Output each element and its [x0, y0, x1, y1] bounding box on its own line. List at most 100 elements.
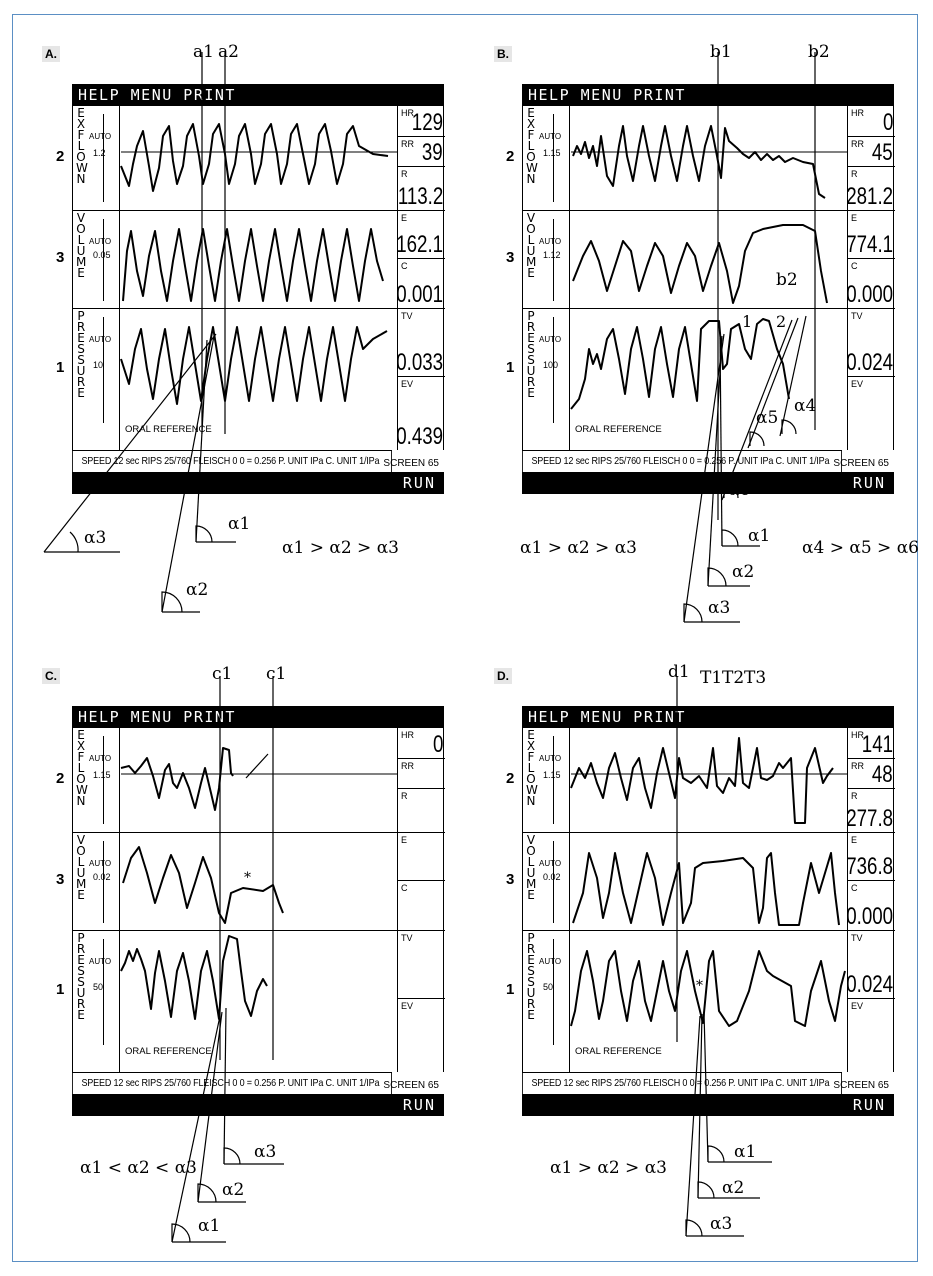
auto-label: AUTO [89, 237, 112, 246]
signal-trace [122, 846, 284, 924]
run-button[interactable]: RUN [852, 1096, 886, 1114]
readout-r: R [398, 788, 445, 832]
arc-c3 [223, 1147, 241, 1165]
angle-c2-slope [197, 1011, 223, 1203]
axis-letter: P [527, 931, 535, 945]
axis-letter: R [526, 375, 536, 389]
axis-letter: O [76, 150, 86, 164]
oral-reference-label: ORAL REFERENCE [575, 424, 662, 435]
readout-e: E 736.8 [846, 832, 895, 880]
signal-trace [120, 123, 397, 192]
readout-value: 162.1 [396, 231, 443, 258]
run-button[interactable]: RUN [402, 474, 436, 492]
scale-label: 1.15 [543, 148, 561, 158]
oral-reference-label: ORAL REFERENCE [575, 1046, 662, 1057]
arc-b3 [683, 603, 703, 623]
axis-letter: R [526, 942, 536, 956]
axis-letter: E [527, 386, 535, 400]
auto-label: AUTO [89, 335, 112, 344]
axis-letter: E [77, 386, 85, 400]
trace-area: E X F L O W N AUTO 1.2 V O L U M E AUTO 0.05 P R E S S U R E AUTO… [72, 106, 445, 469]
axis-letter: O [526, 222, 536, 236]
menu-text[interactable]: HELP MENU PRINT [78, 708, 236, 726]
readout-value: 281.2 [846, 183, 893, 210]
scale-label: 1.15 [543, 770, 561, 780]
scale-arrow [553, 219, 554, 301]
axis-letter: V [76, 211, 86, 225]
scale-arrow [103, 114, 104, 202]
arc-c1 [171, 1223, 191, 1243]
arc-b1 [721, 529, 739, 547]
scale-label: 50 [93, 982, 104, 992]
scale-label: 0.02 [93, 872, 111, 882]
scale-arrow [103, 939, 104, 1045]
axis-letter: U [76, 986, 86, 1000]
readout-c: C [398, 880, 445, 930]
axis-letter: R [76, 375, 86, 389]
trace-area: E X F L O W N AUTO 1.15 V O L U M E AUTO 0.02 P R E S S U R E AUT… [522, 728, 895, 1091]
cursor-label-b2: b2 [808, 42, 830, 62]
angle-label-d1: α1 [734, 1142, 757, 1162]
trace-band: E X F L O W N AUTO 1.15 [523, 106, 847, 210]
readout-c: C 0.000 [846, 880, 895, 930]
menu-text[interactable]: HELP MENU PRINT [528, 708, 686, 726]
trace-line [570, 950, 846, 1027]
menu-text[interactable]: HELP MENU PRINT [528, 86, 686, 104]
readout-label: TV [401, 933, 413, 943]
arc-a3 [69, 531, 79, 553]
angle-d1-slope [703, 1011, 709, 1163]
trace-band: V O L U M E AUTO 0.02 [523, 832, 847, 930]
axis-letter: O [526, 844, 536, 858]
y-axis-line [119, 106, 120, 450]
signal-trace [570, 318, 790, 410]
peak-label-2: 2 [776, 312, 787, 331]
readout-column: HR 0 RR 45 R 281.2 E 774.1 C 0.000 TV 0.024 EV [846, 106, 895, 450]
axis-letter: S [77, 964, 85, 978]
axis-letter: N [76, 172, 86, 186]
oral-reference-label: ORAL REFERENCE [125, 1046, 212, 1057]
axis-letter: L [77, 761, 85, 775]
readout-tv: TV [398, 930, 445, 998]
readout-c: C 0.001 [396, 258, 445, 308]
cursor-label-a2: a2 [218, 42, 239, 62]
readout-label: TV [851, 933, 863, 943]
axis-letter: E [77, 728, 85, 742]
time-mark-t2: T2 [722, 668, 745, 688]
axis-letter: U [526, 364, 536, 378]
relation-d: α1 > α2 > α3 [550, 1158, 667, 1178]
status-line: SPEED 12 sec RIPS 25/760 FLEISCH 0 0 = 0… [522, 1072, 842, 1094]
run-button[interactable]: RUN [852, 474, 886, 492]
run-button[interactable]: RUN [402, 1096, 436, 1114]
trace-area: E X F L O W N AUTO 1.15 V O L U M E AUTO 0.02 P R E S S U R E AUT… [72, 728, 445, 1091]
figure-frame [12, 14, 918, 1262]
auto-label: AUTO [539, 754, 562, 763]
trace-band: P R E S S U R E AUTO 100 [523, 308, 847, 430]
axis-letter: W [76, 161, 88, 175]
axis-letter: V [76, 833, 86, 847]
trace-band: E X F L O W N AUTO 1.2 [73, 106, 397, 210]
panel-label: A. [42, 46, 60, 62]
axis-letter: W [526, 161, 538, 175]
readout-label: RR [401, 139, 414, 149]
signal-trace [572, 224, 828, 304]
menu-text[interactable]: HELP MENU PRINT [78, 86, 236, 104]
readout-c: C 0.000 [846, 258, 895, 308]
row-number: 2 [56, 770, 65, 787]
readout-label: R [851, 169, 858, 179]
axis-letter: U [526, 986, 536, 1000]
axis-letter: O [526, 150, 536, 164]
axis-letter: E [527, 331, 535, 345]
readout-label: EV [401, 379, 414, 389]
scale-label: 0.05 [93, 250, 111, 260]
signal-trace [572, 852, 840, 926]
axis-letter: F [77, 750, 85, 764]
axis-letter: F [77, 128, 85, 142]
screen-label: SCREEN 65 [383, 1080, 439, 1091]
menu-bar: HELP MENU PRINT [72, 706, 444, 728]
readout-label: C [851, 883, 858, 893]
trace-band: E X F L O W N AUTO 1.15 [73, 728, 397, 832]
